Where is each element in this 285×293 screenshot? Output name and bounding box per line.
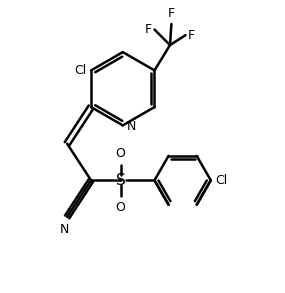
Text: Cl: Cl [215,174,227,187]
Text: Cl: Cl [75,64,87,77]
Text: S: S [116,173,125,188]
Text: O: O [116,147,126,160]
Text: F: F [188,29,195,42]
Text: F: F [168,7,175,20]
Text: N: N [127,120,137,133]
Text: F: F [145,23,152,35]
Text: O: O [116,201,126,214]
Text: N: N [60,223,69,236]
